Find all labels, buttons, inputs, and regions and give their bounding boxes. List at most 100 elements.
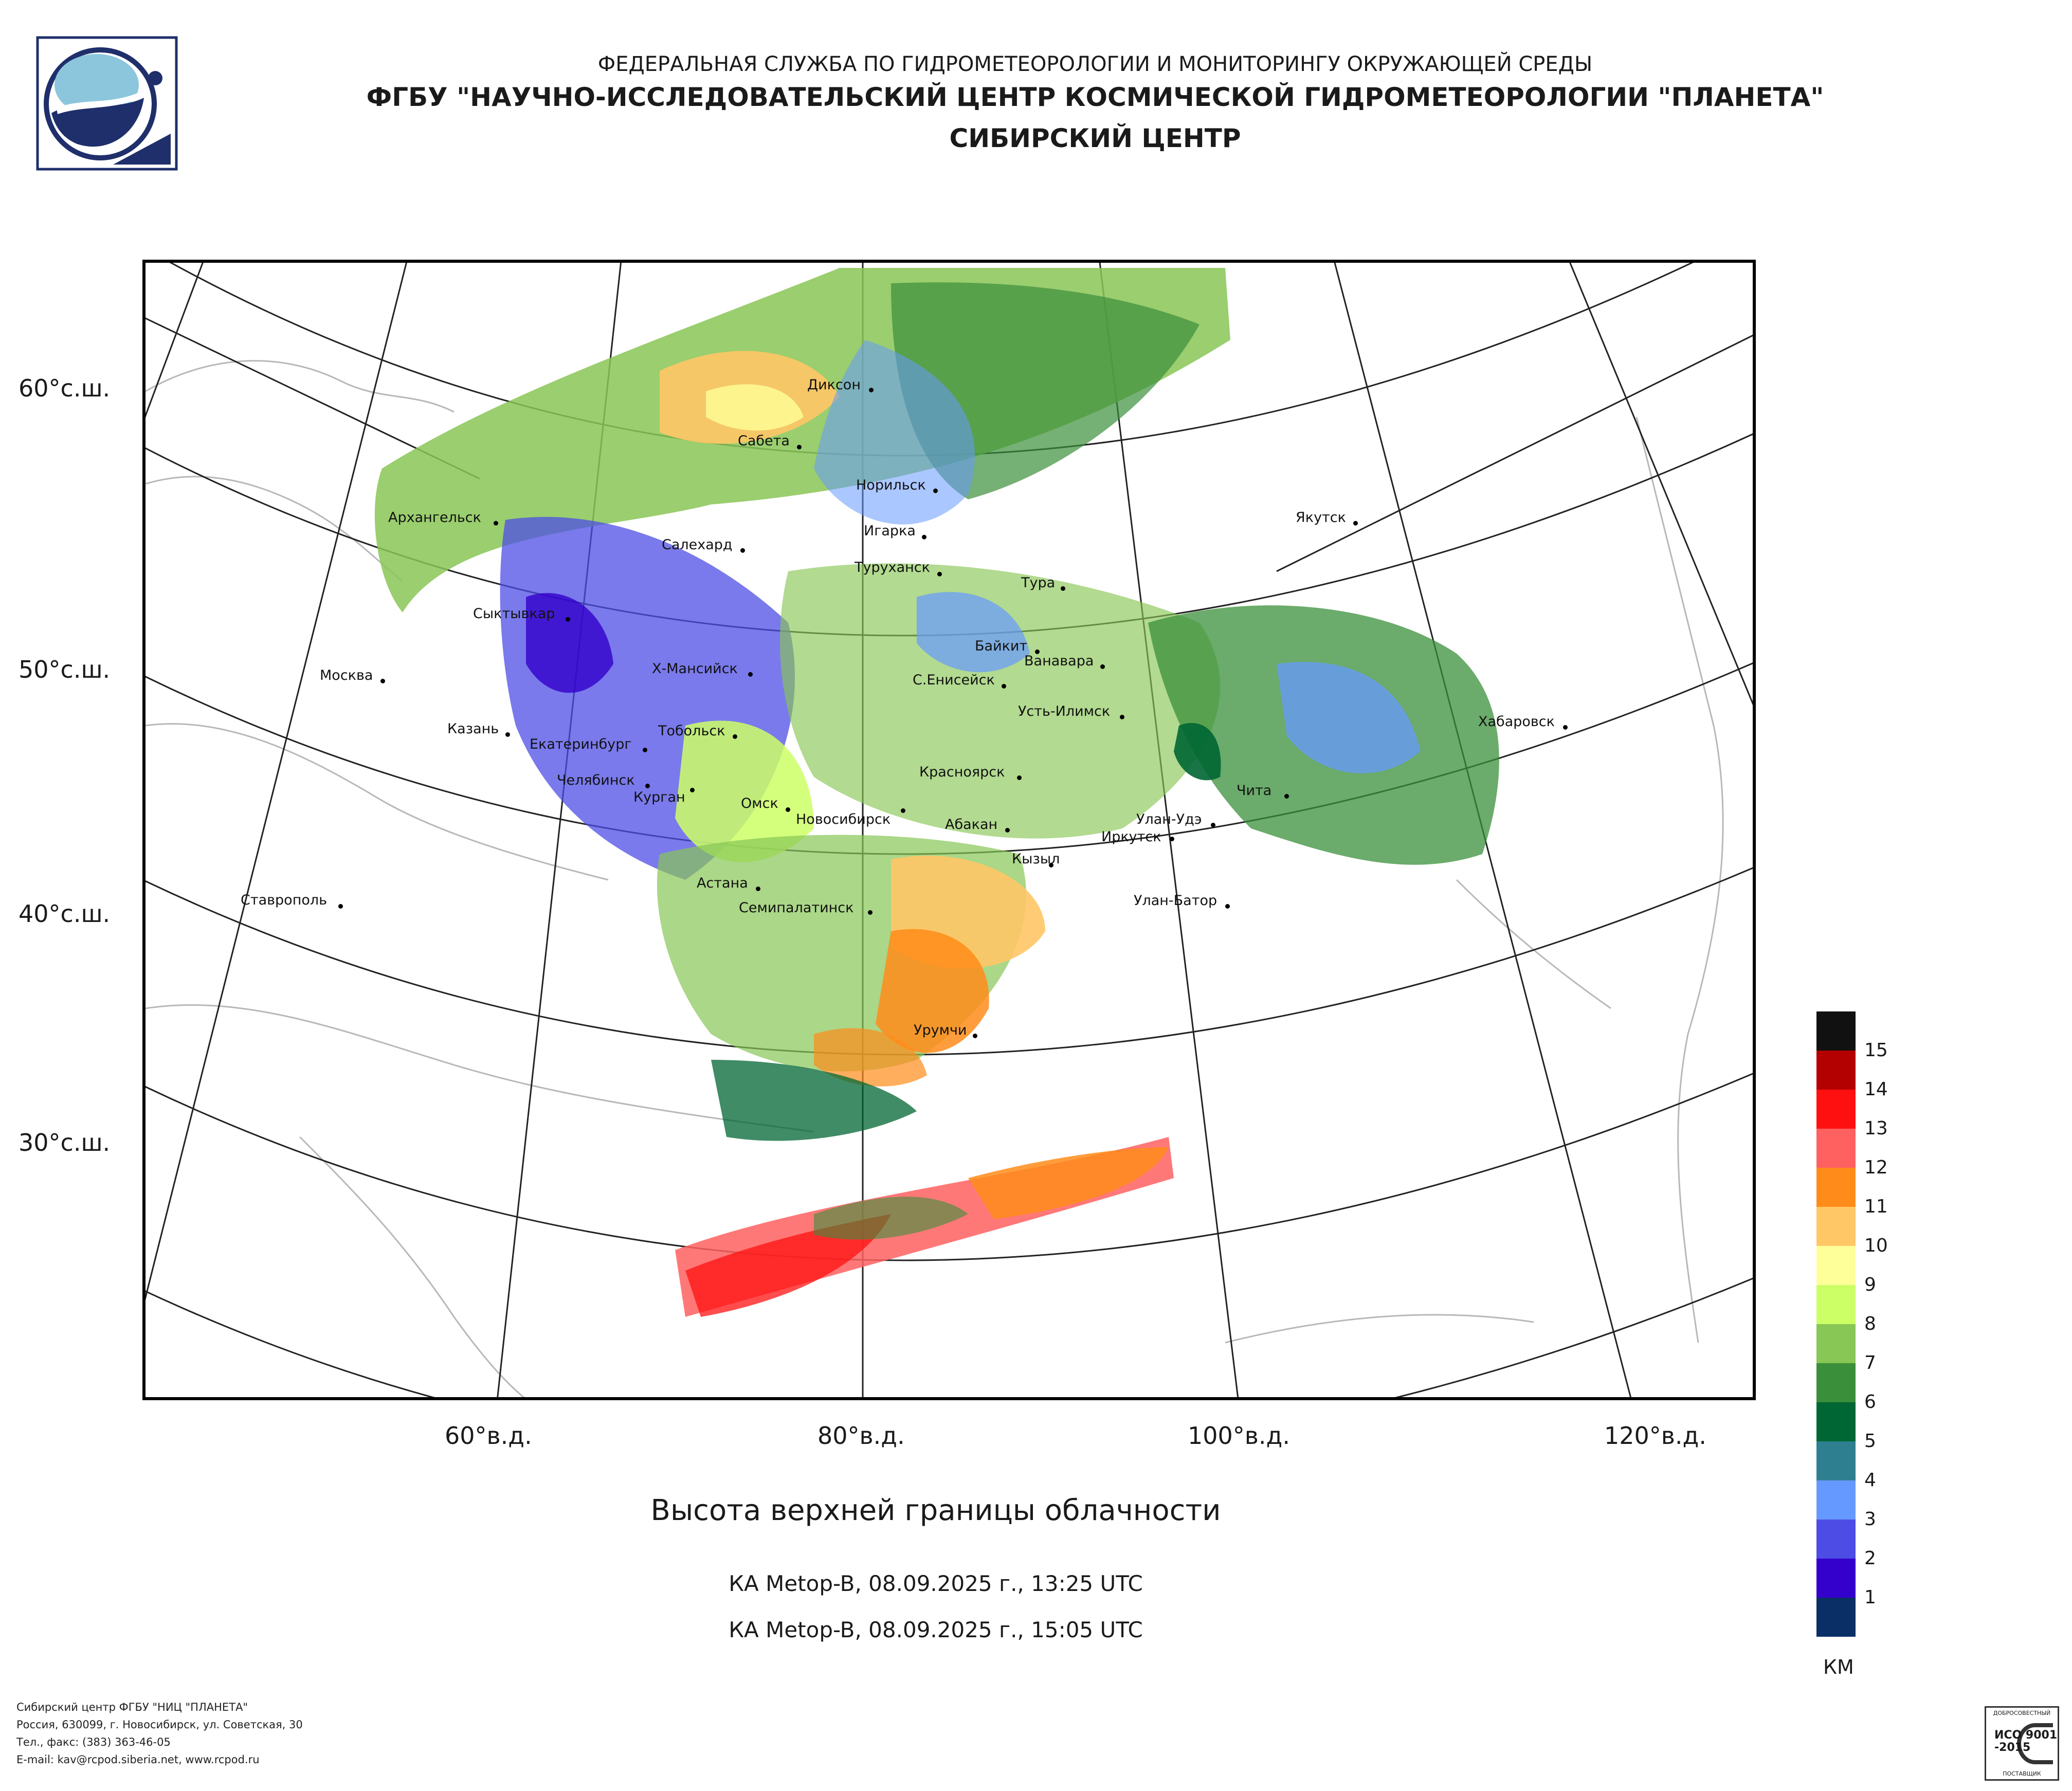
footer-org: Сибирский центр ФГБУ "НИЦ "ПЛАНЕТА" xyxy=(16,1701,248,1713)
city-dot xyxy=(1211,823,1215,827)
legend-swatch xyxy=(1816,1598,1856,1637)
city-label: Туруханск xyxy=(855,559,930,575)
map-canvas xyxy=(146,263,1753,1397)
city-dot xyxy=(1049,863,1053,867)
map-title: Высота верхней границы облачности xyxy=(650,1494,1221,1527)
borders xyxy=(146,360,1724,1397)
city-label: Усть-Илимск xyxy=(1018,703,1111,719)
lat-label-60: 60°с.ш. xyxy=(19,374,111,402)
city-label: Абакан xyxy=(945,817,998,833)
city-label: Ванавара xyxy=(1024,653,1094,669)
city-label: Новосибирск xyxy=(796,811,891,827)
city-dot xyxy=(733,734,737,739)
city-label: Норильск xyxy=(856,477,926,493)
city-dot xyxy=(505,732,510,737)
city-dot xyxy=(901,808,905,813)
city-dot xyxy=(645,784,650,788)
city-dot xyxy=(740,548,745,553)
legend-swatch xyxy=(1816,1402,1856,1441)
legend-swatch xyxy=(1816,1363,1856,1402)
city-label: Тура xyxy=(1021,575,1056,591)
city-dot xyxy=(1170,837,1174,841)
city-dot xyxy=(933,489,938,493)
lat-label-30: 30°с.ш. xyxy=(19,1129,111,1156)
city-label: Х-Мансийск xyxy=(652,661,738,677)
city-dot xyxy=(786,807,790,812)
legend-label: 5 xyxy=(1864,1431,1876,1452)
legend-swatch xyxy=(1816,1480,1856,1519)
iso-9001-badge: ДОБРОСОВЕСТНЫЙ ИСО 9001 -2015 ПОСТАВЩИК xyxy=(1985,1706,2059,1781)
satellite-pass-1: КА Metop-B, 08.09.2025 г., 13:25 UTC xyxy=(729,1571,1143,1596)
city-label: Омск xyxy=(741,795,778,811)
city-dot xyxy=(797,445,802,449)
city-dot xyxy=(756,887,760,891)
city-dot xyxy=(1353,521,1358,526)
legend-swatch xyxy=(1816,1051,1856,1090)
legend-label: 1 xyxy=(1864,1587,1876,1608)
city-dot xyxy=(868,910,873,915)
city-dot xyxy=(1284,794,1289,799)
legend-swatch xyxy=(1816,1285,1856,1324)
city-label: Сыктывкар xyxy=(473,606,555,622)
legend-swatch xyxy=(1816,1519,1856,1559)
legend-label: 14 xyxy=(1864,1079,1888,1100)
legend-label: 11 xyxy=(1864,1196,1888,1217)
header-agency: ФЕДЕРАЛЬНАЯ СЛУЖБА ПО ГИДРОМЕТЕОРОЛОГИИ … xyxy=(597,52,1593,76)
city-dot xyxy=(494,521,498,526)
city-dot xyxy=(922,535,926,539)
city-dot xyxy=(869,388,874,392)
city-label: Кызыл xyxy=(1012,851,1060,867)
city-label: Екатеринбург xyxy=(530,736,632,752)
city-dot xyxy=(1061,586,1065,591)
city-label: Челябинск xyxy=(557,772,635,788)
legend-label: 10 xyxy=(1864,1235,1888,1256)
city-dot xyxy=(1100,664,1105,669)
header-institute: ФГБУ "НАУЧНО-ИССЛЕДОВАТЕЛЬСКИЙ ЦЕНТР КОС… xyxy=(366,82,1824,112)
lat-label-50: 50°с.ш. xyxy=(19,656,111,683)
legend-label: 9 xyxy=(1864,1274,1876,1295)
city-label: Диксон xyxy=(807,377,861,393)
city-dot xyxy=(338,904,343,909)
city-label: Астана xyxy=(697,875,748,891)
legend-swatch xyxy=(1816,1168,1856,1207)
legend-label: 4 xyxy=(1864,1470,1876,1491)
city-label: Иркутск xyxy=(1101,829,1161,845)
legend-swatch xyxy=(1816,1324,1856,1363)
legend-label: 3 xyxy=(1864,1509,1876,1530)
city-label: Чита xyxy=(1237,783,1272,799)
city-dot xyxy=(1563,725,1568,730)
city-dot xyxy=(643,748,647,752)
iso-badge-code: ИСО 9001 -2015 xyxy=(1994,1729,2058,1754)
city-label: Москва xyxy=(320,667,373,683)
city-dot xyxy=(937,572,942,576)
city-dot xyxy=(1017,775,1022,780)
legend-label: 13 xyxy=(1864,1118,1888,1139)
footer-email: E-mail: kav@rcpod.siberia.net, www.rcpod… xyxy=(16,1753,260,1766)
city-label: Красноярск xyxy=(919,764,1005,780)
legend-swatch xyxy=(1816,1011,1856,1051)
cloud-field xyxy=(374,268,1499,1317)
lon-label-60: 60°в.д. xyxy=(445,1422,532,1450)
city-label: Сабета xyxy=(738,433,790,449)
city-label: Салехард xyxy=(662,537,733,553)
city-dot xyxy=(973,1034,977,1038)
city-dot xyxy=(690,788,695,792)
city-dot xyxy=(1035,649,1040,654)
legend-swatch xyxy=(1816,1246,1856,1285)
city-label: Игарка xyxy=(864,523,916,539)
footer-phone: Тел., факс: (383) 363-46-05 xyxy=(16,1736,171,1748)
planeta-logo xyxy=(36,36,178,171)
city-label: Семипалатинск xyxy=(739,900,854,916)
city-label: Улан-Батор xyxy=(1134,893,1217,909)
lon-label-80: 80°в.д. xyxy=(817,1422,905,1450)
legend-swatch xyxy=(1816,1559,1856,1598)
legend-unit: КМ xyxy=(1823,1656,1854,1678)
legend-swatch xyxy=(1816,1207,1856,1246)
header-center: СИБИРСКИЙ ЦЕНТР xyxy=(949,123,1241,153)
footer-address: Россия, 630099, г. Новосибирск, ул. Сове… xyxy=(16,1718,303,1731)
city-label: Архангельск xyxy=(388,510,481,526)
iso-c-mark xyxy=(2017,1723,2053,1764)
lat-label-40: 40°с.ш. xyxy=(19,900,111,928)
city-dot xyxy=(1120,715,1124,719)
satellite-pass-2: КА Metop-B, 08.09.2025 г., 15:05 UTC xyxy=(729,1617,1143,1642)
